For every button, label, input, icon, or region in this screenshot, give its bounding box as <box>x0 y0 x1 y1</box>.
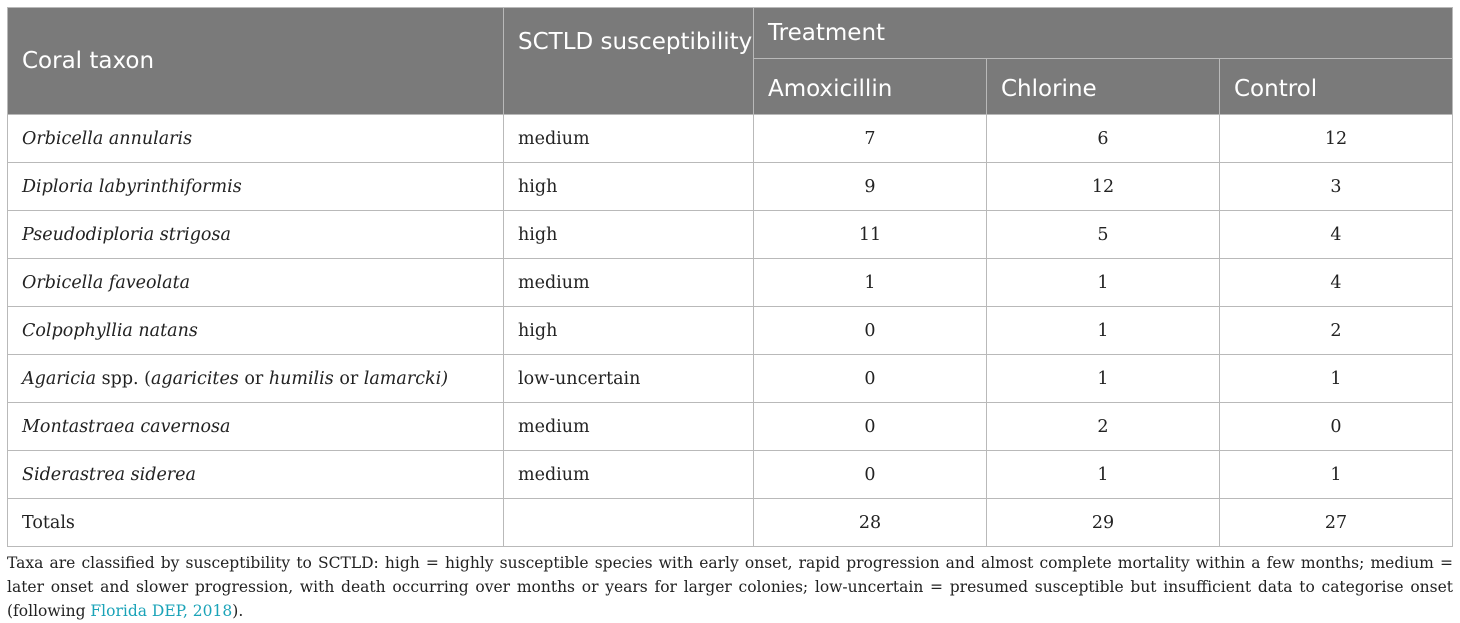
control-cell: 12 <box>1219 114 1453 163</box>
coral-treatment-table: Coral taxon SCTLD susceptibility Treatme… <box>7 7 1453 547</box>
susceptibility-cell: medium <box>503 450 754 499</box>
totals-label: Totals <box>7 498 504 547</box>
amoxicillin-cell: 0 <box>753 450 987 499</box>
taxon-species: agaricites <box>150 368 239 389</box>
control-cell: 1 <box>1219 450 1453 499</box>
susceptibility-cell: high <box>503 210 754 259</box>
taxon-name: Montastraea cavernosa <box>22 416 231 437</box>
totals-row: Totals 28 29 27 <box>7 498 1453 547</box>
taxon-cell: Diploria labyrinthiformis <box>7 162 504 211</box>
susceptibility-cell: medium <box>503 258 754 307</box>
taxon-text: or <box>333 368 364 389</box>
amoxicillin-cell: 11 <box>753 210 987 259</box>
header-coral-taxon: Coral taxon <box>7 7 504 115</box>
chlorine-cell: 12 <box>986 162 1220 211</box>
taxon-text: spp. ( <box>96 368 151 389</box>
taxon-species: humilis <box>268 368 334 389</box>
taxon-cell: Colpophyllia natans <box>7 306 504 355</box>
table-row: Pseudodiploria strigosa high 11 5 4 <box>7 210 1453 259</box>
amoxicillin-cell: 1 <box>753 258 987 307</box>
amoxicillin-cell: 0 <box>753 306 987 355</box>
chlorine-cell: 1 <box>986 354 1220 403</box>
susceptibility-cell: high <box>503 306 754 355</box>
header-chlorine: Chlorine <box>986 58 1220 115</box>
chlorine-cell: 5 <box>986 210 1220 259</box>
amoxicillin-total: 28 <box>753 498 987 547</box>
taxon-genus: Agaricia <box>22 368 97 389</box>
control-cell: 2 <box>1219 306 1453 355</box>
header-control: Control <box>1219 58 1453 115</box>
table-row: Agaricia spp. (agaricites or humilis or … <box>7 354 1453 403</box>
control-cell: 3 <box>1219 162 1453 211</box>
taxon-cell: Siderastrea siderea <box>7 450 504 499</box>
control-cell: 0 <box>1219 402 1453 451</box>
amoxicillin-cell: 0 <box>753 402 987 451</box>
taxon-text: or <box>238 368 269 389</box>
chlorine-cell: 1 <box>986 450 1220 499</box>
control-cell: 4 <box>1219 258 1453 307</box>
amoxicillin-cell: 7 <box>753 114 987 163</box>
chlorine-total: 29 <box>986 498 1220 547</box>
footnote-text: Taxa are classified by susceptibility to… <box>7 554 1453 620</box>
table-row: Diploria labyrinthiformis high 9 12 3 <box>7 162 1453 211</box>
header-sctld-susceptibility: SCTLD susceptibility <box>503 7 754 115</box>
amoxicillin-cell: 0 <box>753 354 987 403</box>
chlorine-cell: 6 <box>986 114 1220 163</box>
table-row: Montastraea cavernosa medium 0 2 0 <box>7 402 1453 451</box>
footnote-end: ). <box>232 602 244 620</box>
totals-susceptibility-cell <box>503 498 754 547</box>
susceptibility-cell: high <box>503 162 754 211</box>
taxon-cell: Agaricia spp. (agaricites or humilis or … <box>7 354 504 403</box>
table-row: Colpophyllia natans high 0 1 2 <box>7 306 1453 355</box>
taxon-name: Orbicella annularis <box>22 128 193 149</box>
control-total: 27 <box>1219 498 1453 547</box>
susceptibility-cell: medium <box>503 402 754 451</box>
chlorine-cell: 2 <box>986 402 1220 451</box>
header-treatment: Treatment <box>753 7 1453 59</box>
susceptibility-cell: low-uncertain <box>503 354 754 403</box>
taxon-name: Diploria labyrinthiformis <box>22 176 242 197</box>
susceptibility-cell: medium <box>503 114 754 163</box>
taxon-cell: Montastraea cavernosa <box>7 402 504 451</box>
table-row: Orbicella faveolata medium 1 1 4 <box>7 258 1453 307</box>
taxon-name: Siderastrea siderea <box>22 464 196 485</box>
taxon-name: Pseudodiploria strigosa <box>22 224 231 245</box>
chlorine-cell: 1 <box>986 258 1220 307</box>
table-row: Orbicella annularis medium 7 6 12 <box>7 114 1453 163</box>
control-cell: 1 <box>1219 354 1453 403</box>
taxon-name: Colpophyllia natans <box>22 320 198 341</box>
table-row: Siderastrea siderea medium 0 1 1 <box>7 450 1453 499</box>
taxon-cell: Orbicella annularis <box>7 114 504 163</box>
table-footnote: Taxa are classified by susceptibility to… <box>7 551 1453 623</box>
control-cell: 4 <box>1219 210 1453 259</box>
amoxicillin-cell: 9 <box>753 162 987 211</box>
chlorine-cell: 1 <box>986 306 1220 355</box>
citation-link[interactable]: Florida DEP, 2018 <box>90 602 233 620</box>
table-container: Coral taxon SCTLD susceptibility Treatme… <box>7 7 1453 547</box>
header-amoxicillin: Amoxicillin <box>753 58 987 115</box>
taxon-cell: Orbicella faveolata <box>7 258 504 307</box>
taxon-name: Orbicella faveolata <box>22 272 191 293</box>
taxon-cell: Pseudodiploria strigosa <box>7 210 504 259</box>
taxon-species: lamarcki) <box>363 368 449 389</box>
